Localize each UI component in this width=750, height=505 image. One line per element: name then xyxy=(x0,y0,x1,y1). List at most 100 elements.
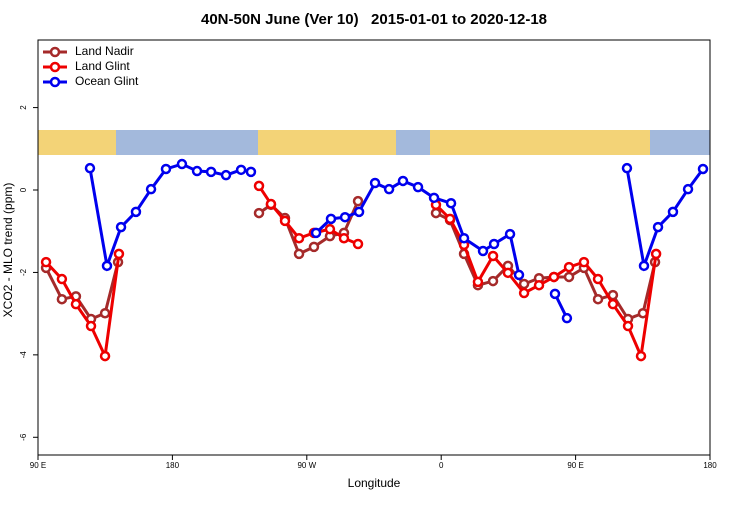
x-tick-label: 90 E xyxy=(30,461,46,470)
point xyxy=(101,260,113,272)
legend-marker xyxy=(49,61,61,73)
point xyxy=(472,276,484,288)
point xyxy=(85,320,97,332)
point xyxy=(99,350,111,362)
point xyxy=(40,256,52,268)
point xyxy=(477,245,489,257)
point xyxy=(622,320,634,332)
point xyxy=(383,183,395,195)
legend-label: Ocean Glint xyxy=(75,74,139,88)
point xyxy=(130,206,142,218)
legend-marker xyxy=(49,76,61,88)
point xyxy=(682,183,694,195)
point xyxy=(325,213,337,225)
point xyxy=(308,241,320,253)
point xyxy=(563,271,575,283)
plot-frame xyxy=(37,39,711,456)
point xyxy=(561,312,573,324)
point xyxy=(220,169,232,181)
point xyxy=(697,163,709,175)
y-tick-label: -2 xyxy=(19,268,28,276)
x-tick-label: 90 E xyxy=(567,461,583,470)
point xyxy=(253,180,265,192)
point xyxy=(56,273,68,285)
point xyxy=(652,221,664,233)
series-line xyxy=(44,200,657,321)
y-tick-label: 0 xyxy=(19,187,28,192)
land xyxy=(430,130,650,155)
y-tick-label: -4 xyxy=(19,351,28,359)
point xyxy=(339,211,351,223)
point xyxy=(502,267,514,279)
land xyxy=(258,130,396,155)
y-tick-label: 2 xyxy=(19,105,28,110)
point xyxy=(412,181,424,193)
point xyxy=(84,162,96,174)
point xyxy=(607,298,619,310)
point xyxy=(548,271,560,283)
point xyxy=(369,177,381,189)
point xyxy=(70,298,82,310)
point xyxy=(549,288,561,300)
point xyxy=(56,293,68,305)
point xyxy=(592,273,604,285)
x-axis-label: Longitude xyxy=(348,476,401,490)
point xyxy=(115,221,127,233)
point xyxy=(518,278,530,290)
point xyxy=(533,279,545,291)
point xyxy=(487,275,499,287)
legend-label: Land Glint xyxy=(75,59,130,73)
point xyxy=(621,162,633,174)
point xyxy=(145,183,157,195)
point xyxy=(279,215,291,227)
point xyxy=(191,165,203,177)
x-tick-label: 90 W xyxy=(297,461,316,470)
point xyxy=(338,232,350,244)
point xyxy=(205,166,217,178)
point xyxy=(353,206,365,218)
point xyxy=(578,256,590,268)
point xyxy=(265,198,277,210)
point xyxy=(444,213,456,225)
point xyxy=(253,207,265,219)
x-tick-label: 0 xyxy=(439,461,444,470)
point xyxy=(310,227,322,239)
point xyxy=(504,228,516,240)
point xyxy=(518,287,530,299)
point xyxy=(245,166,257,178)
land xyxy=(38,130,116,155)
point xyxy=(458,232,470,244)
point xyxy=(667,206,679,218)
point xyxy=(445,197,457,209)
y-axis-label: XCO2 - MLO trend (ppm) xyxy=(1,183,15,318)
point xyxy=(513,269,525,281)
legend-label: Land Nadir xyxy=(75,44,134,58)
point xyxy=(235,164,247,176)
point xyxy=(428,192,440,204)
point xyxy=(488,238,500,250)
point xyxy=(293,248,305,260)
point xyxy=(113,248,125,260)
point xyxy=(160,163,172,175)
point xyxy=(293,232,305,244)
point xyxy=(352,195,364,207)
point xyxy=(592,293,604,305)
x-tick-label: 180 xyxy=(703,461,717,470)
x-tick-label: 180 xyxy=(166,461,180,470)
point xyxy=(99,307,111,319)
point xyxy=(430,207,442,219)
point xyxy=(397,175,409,187)
map-strip xyxy=(38,130,710,155)
legend-marker xyxy=(49,46,61,58)
point xyxy=(352,238,364,250)
point xyxy=(635,350,647,362)
point xyxy=(487,250,499,262)
point xyxy=(563,261,575,273)
point xyxy=(176,158,188,170)
point xyxy=(638,260,650,272)
chart-title: 40N-50N June (Ver 10) 2015-01-01 to 2020… xyxy=(201,11,547,28)
point xyxy=(324,223,336,235)
point xyxy=(650,248,662,260)
